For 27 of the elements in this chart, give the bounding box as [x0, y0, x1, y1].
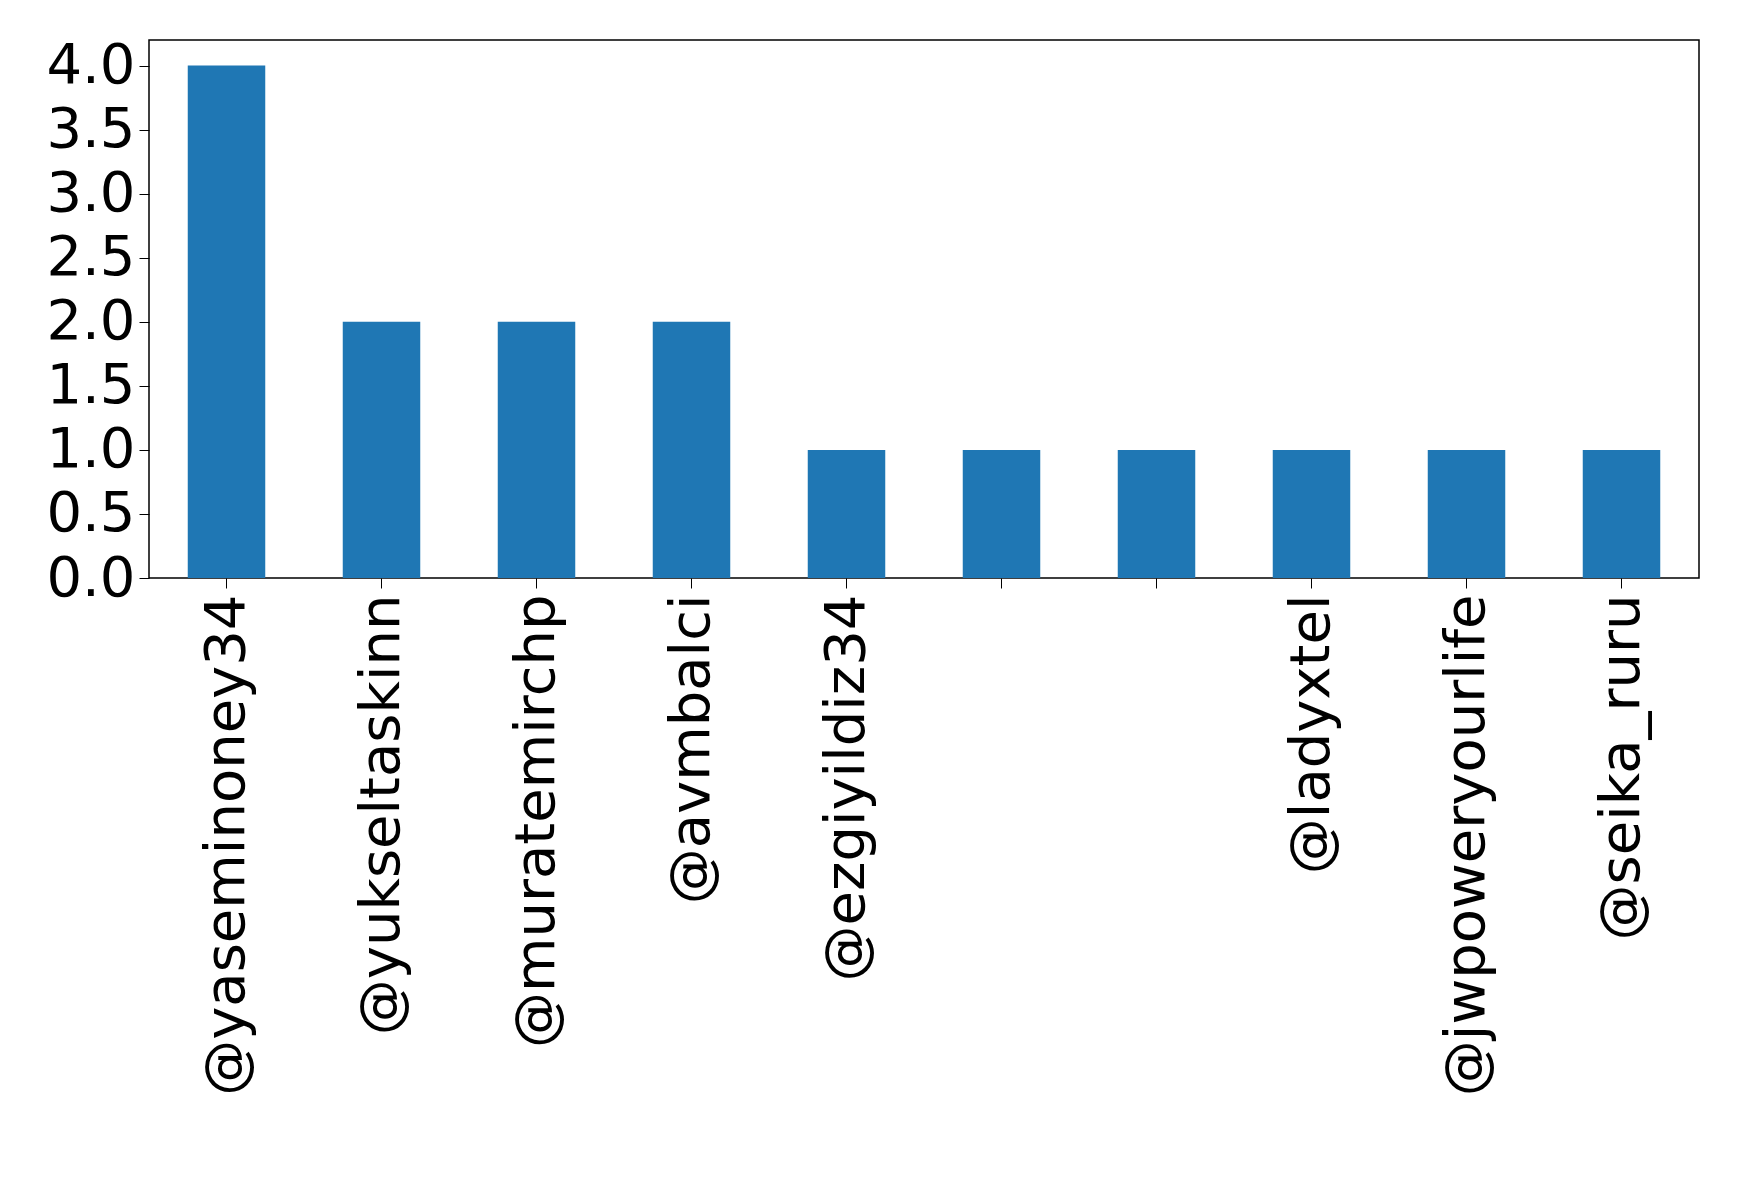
bar — [187, 65, 266, 578]
x-tick-label: @jwpoweryourlife — [1431, 594, 1497, 1097]
x-tick-label: @yaseminoney34 — [191, 594, 257, 1096]
y-tick-label: 3.5 — [46, 95, 136, 161]
x-tick-label: @yukseltaskinn — [346, 594, 412, 1036]
bar — [652, 321, 731, 578]
bar — [962, 449, 1041, 578]
y-tick-label: 0.5 — [46, 479, 136, 545]
bar — [807, 449, 886, 578]
y-tick-label: 4.0 — [46, 31, 136, 97]
x-tick-label: @seika_ruru — [1586, 594, 1652, 941]
bar — [342, 321, 421, 578]
y-tick-label: 1.0 — [46, 415, 136, 481]
y-tick-label: 3.0 — [46, 159, 136, 225]
x-tick-label: @avmbalci — [656, 594, 722, 905]
y-tick-label: 0.0 — [46, 543, 136, 609]
bar — [1582, 449, 1661, 578]
bar — [1272, 449, 1351, 578]
x-tick-label: @ladyxtel — [1276, 594, 1342, 875]
y-tick-label: 2.5 — [46, 223, 136, 289]
x-tick-label: @muratemirchp — [501, 594, 567, 1049]
y-tick-label: 2.0 — [46, 287, 136, 353]
bar — [1427, 449, 1506, 578]
y-tick-label: 1.5 — [46, 351, 136, 417]
bar — [497, 321, 576, 578]
x-tick-label: @ezgiyildiz34 — [811, 594, 877, 982]
bar — [1117, 449, 1196, 578]
